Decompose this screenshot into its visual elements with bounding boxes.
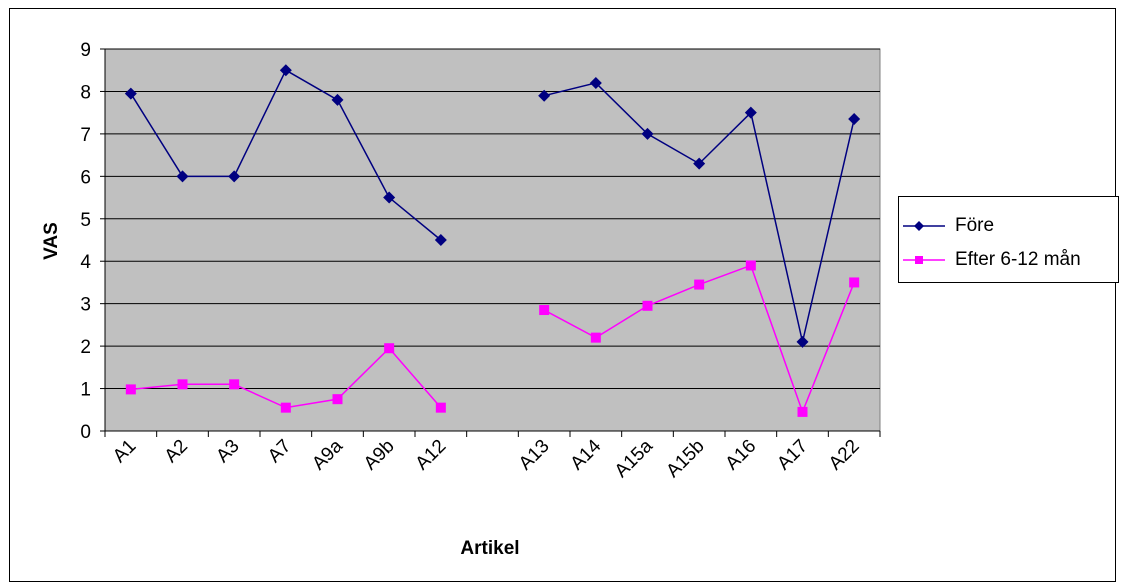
- x-axis-label: Artikel: [460, 538, 520, 559]
- legend-swatch-efter: [903, 256, 945, 264]
- legend-item-efter: Efter 6-12 mån: [899, 245, 1081, 275]
- point-1-A13: [539, 305, 550, 316]
- xtick-label-A15b: A15b: [662, 436, 708, 482]
- ytick-label-6: 6: [80, 167, 91, 188]
- point-0-A17: [796, 335, 809, 348]
- point-0-A16: [744, 106, 757, 119]
- xtick-label-A7: A7: [264, 436, 295, 467]
- ytick-label-8: 8: [80, 82, 91, 103]
- legend-item-fore: Före: [899, 211, 994, 241]
- xtick-label-A16: A16: [722, 436, 761, 475]
- point-0-A12: [434, 234, 447, 246]
- point-1-A22: [849, 277, 860, 288]
- y-axis-label: VAS: [41, 222, 62, 260]
- ytick-label-4: 4: [80, 252, 91, 273]
- axes: [100, 48, 881, 437]
- point-0-A15b: [693, 157, 706, 170]
- xtick-label-A17: A17: [773, 436, 812, 475]
- ytick-label-2: 2: [80, 337, 91, 358]
- point-1-A9a: [332, 394, 343, 405]
- xtick-label-A9b: A9b: [360, 436, 399, 475]
- xtick-label-A14: A14: [567, 435, 606, 474]
- point-1-A12: [435, 402, 446, 413]
- point-0-A7: [279, 64, 292, 77]
- ytick-label-0: 0: [80, 422, 91, 443]
- legend: Före Efter 6-12 mån: [898, 196, 1119, 283]
- point-0-A15a: [641, 127, 654, 140]
- ytick-label-7: 7: [80, 125, 91, 146]
- point-1-A14: [590, 332, 601, 343]
- ytick-label-3: 3: [80, 295, 91, 316]
- point-1-A1: [125, 384, 136, 395]
- ytick-label-5: 5: [80, 210, 91, 231]
- legend-label-efter: Efter 6-12 mån: [955, 249, 1081, 270]
- point-1-A17: [797, 406, 808, 417]
- series: [124, 64, 861, 417]
- point-0-A1: [124, 87, 137, 100]
- point-0-A22: [848, 113, 861, 126]
- xtick-label-A9a: A9a: [308, 435, 347, 474]
- xtick-label-A22: A22: [825, 436, 864, 475]
- point-1-A2: [177, 379, 188, 390]
- point-0-A13: [538, 89, 551, 102]
- xtick-label-A1: A1: [109, 436, 140, 467]
- point-1-A15b: [694, 279, 705, 290]
- ytick-label-9: 9: [80, 40, 91, 61]
- point-0-A9b: [383, 191, 396, 204]
- legend-label-fore: Före: [955, 215, 995, 236]
- xtick-label-A12: A12: [412, 436, 451, 475]
- plot-area: [104, 48, 881, 432]
- ytick-label-1: 1: [80, 380, 91, 401]
- point-1-A3: [229, 379, 240, 390]
- point-1-A7: [280, 402, 291, 413]
- point-1-A16: [745, 260, 756, 271]
- point-0-A9a: [331, 93, 344, 106]
- point-0-A3: [228, 170, 241, 183]
- point-0-A14: [589, 76, 602, 89]
- xtick-label-A13: A13: [515, 436, 554, 475]
- point-1-A9b: [384, 343, 395, 354]
- xtick-label-A3: A3: [212, 436, 243, 467]
- series-1: [125, 260, 860, 417]
- xtick-label-A2: A2: [161, 436, 192, 467]
- xtick-label-A15a: A15a: [611, 435, 658, 482]
- point-0-A2: [176, 170, 189, 183]
- series-0: [124, 64, 861, 348]
- legend-swatch-fore: [903, 221, 945, 231]
- point-1-A15a: [642, 300, 653, 311]
